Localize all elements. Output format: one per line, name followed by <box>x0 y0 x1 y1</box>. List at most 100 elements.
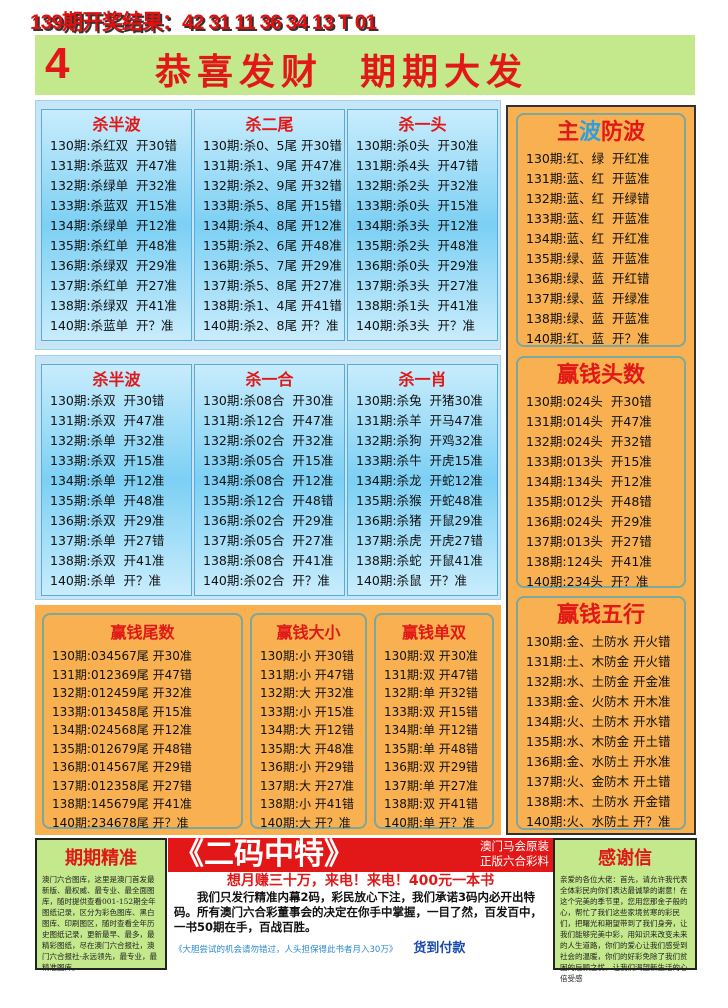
result-row: 135期:单 开48错 <box>384 741 479 756</box>
result-row: 133期:杀05合 开15准 <box>203 453 334 468</box>
result-row: 133期:杀牛 开虎15准 <box>356 453 483 468</box>
result-row: 135期:杀红单 开48准 <box>50 238 177 253</box>
ad-side-line: 澳门马会原装 <box>480 839 549 853</box>
result-row: 135期:杀12合 开48错 <box>203 493 334 508</box>
panel-win-tails: 赢钱尾数 130期:034567尾 开30准 131期:012369尾 开47错 13… <box>42 613 243 832</box>
result-row: 140期:杀蓝单 开？准 <box>50 318 174 333</box>
ad-subtitle: 想月赚三十万，来电！来电！400元一本书 <box>226 873 495 889</box>
result-row: 131期:蓝、红 开蓝准 <box>526 171 650 186</box>
panel-title: 赢钱尾数 <box>110 623 175 642</box>
result-row: 132期:杀狗 开鸡32准 <box>356 433 483 448</box>
result-row: 137期:杀单 开27错 <box>50 533 165 548</box>
result-row: 132期:012459尾 开32准 <box>52 686 192 700</box>
result-row: 138期:杀08合 开41准 <box>203 553 334 568</box>
result-row: 136期:双 开29错 <box>384 760 479 774</box>
thanks-title: 感谢信 <box>598 848 652 869</box>
result-row: 136期:杀双 开29准 <box>50 513 165 528</box>
result-row: 131期:小 开47错 <box>260 667 355 682</box>
result-row: 133期:蓝、红 开蓝准 <box>526 211 650 226</box>
result-row: 132期:024头 开32错 <box>526 434 652 449</box>
blue-section-2: 杀半波 130期:杀双 开30错 131期:杀双 开47准 132期:杀单 开32准 1… <box>35 355 501 600</box>
result-row: 136期:杀5、7尾 开29准 <box>203 258 342 273</box>
panel-title: 杀半波 <box>92 370 141 389</box>
panel-title: 赢钱大小 <box>276 623 341 642</box>
panel-title: 杀一合 <box>245 370 294 389</box>
result-row: 131期:杀羊 开马47准 <box>356 413 483 428</box>
result-row: 138期:杀蛇 开鼠41准 <box>356 553 483 568</box>
result-row: 133期:杀蓝双 开15准 <box>50 198 177 213</box>
panel-kill-half-wave: 杀半波 130期:杀红双 开30错 131期:杀蓝双 开47准 132期:杀绿单 开3… <box>41 109 192 341</box>
result-row: 130期:杀0头 开30准 <box>356 138 479 153</box>
result-row: 132期:大 开32准 <box>260 686 355 700</box>
cash-on-delivery: 货到付款 <box>413 941 466 956</box>
ad-footer-text: 《大胆尝试的机会请勿错过，人头担保得此书者月入30万》 <box>174 945 398 955</box>
result-row: 131期:杀12合 开47准 <box>203 413 334 428</box>
result-row: 137期:大 开27准 <box>260 778 355 793</box>
result-row: 140期:杀单 开？准 <box>50 573 162 588</box>
result-row: 137期:杀05合 开27准 <box>203 533 334 548</box>
result-row: 134期:024568尾 开12准 <box>52 723 192 737</box>
result-row: 137期:杀红单 开27准 <box>50 278 177 293</box>
result-row: 140期:火、水防土 开？准 <box>526 814 671 829</box>
result-row: 133期:013头 开15准 <box>526 454 652 469</box>
draw-result-header: 139期开奖结果：42 31 11 36 34 13 T 01 <box>30 11 377 34</box>
panel-rows: 130期:杀兔 开猪30准 131期:杀羊 开马47准 132期:杀狗 开鸡32准 1… <box>348 391 497 591</box>
result-row: 130期:034567尾 开30准 <box>52 649 192 663</box>
result-row: 131期:012369尾 开47错 <box>52 667 192 682</box>
result-row: 136期:小 开29错 <box>260 760 355 774</box>
result-row: 138期:145679尾 开41准 <box>52 797 192 811</box>
ad-body: 我们只发行精准内幕2码，彩民放心下注，我们承诺3码内必开出特码。所有澳门六合彩董… <box>174 890 542 934</box>
panel-rows: 130期:034567尾 开30准 131期:012369尾 开47错 132期:0… <box>44 647 241 832</box>
banner-slogan: 恭喜发财 期期大发 <box>155 52 529 93</box>
result-row: 140期:杀鼠 开？准 <box>356 573 468 588</box>
panel-rows: 130期:杀08合 开30准 131期:杀12合 开47准 132期:杀02合 开3… <box>195 391 344 591</box>
panel-rows: 130期:金、土防水 开火错 131期:土、木防金 开火错 132期:水、土防金 开… <box>518 632 684 832</box>
result-row: 130期:杀红双 开30错 <box>50 138 177 153</box>
panel-title: 赢钱头数 <box>556 363 645 388</box>
result-row: 132期:杀02合 开32准 <box>203 433 334 448</box>
result-row: 133期:小 开15准 <box>260 704 355 719</box>
result-row: 130期:金、土防水 开火错 <box>526 634 671 649</box>
ad-footer: 《大胆尝试的机会请勿错过，人头担保得此书者月入30万》 货到付款 <box>168 935 553 958</box>
result-row: 134期:杀4、8尾 开12准 <box>203 218 342 233</box>
result-row: 135期:杀2头 开48准 <box>356 238 479 253</box>
result-row: 134期:杀08合 开12准 <box>203 473 334 488</box>
result-row: 140期:单 开？准 <box>384 815 475 830</box>
result-row: 136期:杀猪 开鼠29准 <box>356 513 483 528</box>
result-row: 138期:杀双 开41准 <box>50 553 165 568</box>
panel-title: 赢钱单双 <box>401 623 466 642</box>
result-row: 136期:绿、蓝 开红错 <box>526 271 650 286</box>
thanks-text: 亲爱的各位大佬：首先，请允许我代表全体彩民向你们表达最诚挚的谢意！在这个完美的季… <box>560 875 688 983</box>
result-row: 133期:杀5、8尾 开15错 <box>203 198 342 213</box>
result-row: 130期:杀兔 开猪30准 <box>356 393 483 408</box>
panel-title: 主波防波 <box>557 115 645 149</box>
panel-rows: 130期:杀0头 开30准 131期:杀4头 开47错 132期:杀2头 开32准 1… <box>348 136 497 336</box>
ad-band: 《二码中特》 澳门马会原装 正版六合彩料 <box>168 838 553 872</box>
result-row: 131期:014头 开47准 <box>526 414 652 429</box>
result-row: 135期:大 开48准 <box>260 741 355 756</box>
result-row: 135期:012679尾 开48错 <box>52 741 192 756</box>
bottom-section: 期期精准 澳门六合图库，这里是澳门首发最新版、最权威、最专业、最全面图库，随时提… <box>35 838 697 983</box>
result-row: 130期:红、绿 开红准 <box>526 151 650 166</box>
result-row: 140期:红、蓝 开？准 <box>526 331 650 346</box>
panel-win-odd-even: 赢钱单双 130期:双 开30准 131期:双 开47错 132期:单 开32错 133… <box>374 613 494 830</box>
slogan-banner: 4 恭喜发财 期期大发 <box>35 35 695 95</box>
result-row: 136期:杀02合 开29准 <box>203 513 334 528</box>
banner-number: 4 <box>45 39 70 88</box>
panel-main-wave: 主波防波 130期:红、绿 开红准 131期:蓝、红 开蓝准 132期:蓝、红 开绿错… <box>516 113 686 347</box>
result-row: 136期:金、水防土 开水准 <box>526 754 671 769</box>
result-row: 137期:杀3头 开27准 <box>356 278 479 293</box>
result-row: 132期:蓝、红 开绿错 <box>526 191 650 206</box>
panel-title: 赢钱五行 <box>556 603 645 628</box>
panel-rows: 130期:024头 开30错 131期:014头 开47准 132期:024头 开3… <box>518 392 684 592</box>
result-row: 137期:杀5、8尾 开27准 <box>203 278 342 293</box>
result-row: 135期:水、木防金 开土错 <box>526 734 671 749</box>
result-row: 134期:火、土防木 开水错 <box>526 714 671 729</box>
result-row: 130期:杀0、5尾 开30错 <box>203 138 342 153</box>
panel-kill-two-tails: 杀二尾 130期:杀0、5尾 开30错 131期:杀1、9尾 开47准 132期:杀2… <box>194 109 345 341</box>
panel-win-five-elements: 赢钱五行 130期:金、土防水 开火错 131期:土、木防金 开火错 132期:水、土… <box>516 596 686 830</box>
result-row: 138期:绿、蓝 开蓝准 <box>526 311 650 326</box>
result-row: 134期:单 开12错 <box>384 723 479 737</box>
result-row: 137期:012358尾 开27错 <box>52 778 192 793</box>
result-row: 140期:杀2、8尾 开？准 <box>203 318 339 333</box>
